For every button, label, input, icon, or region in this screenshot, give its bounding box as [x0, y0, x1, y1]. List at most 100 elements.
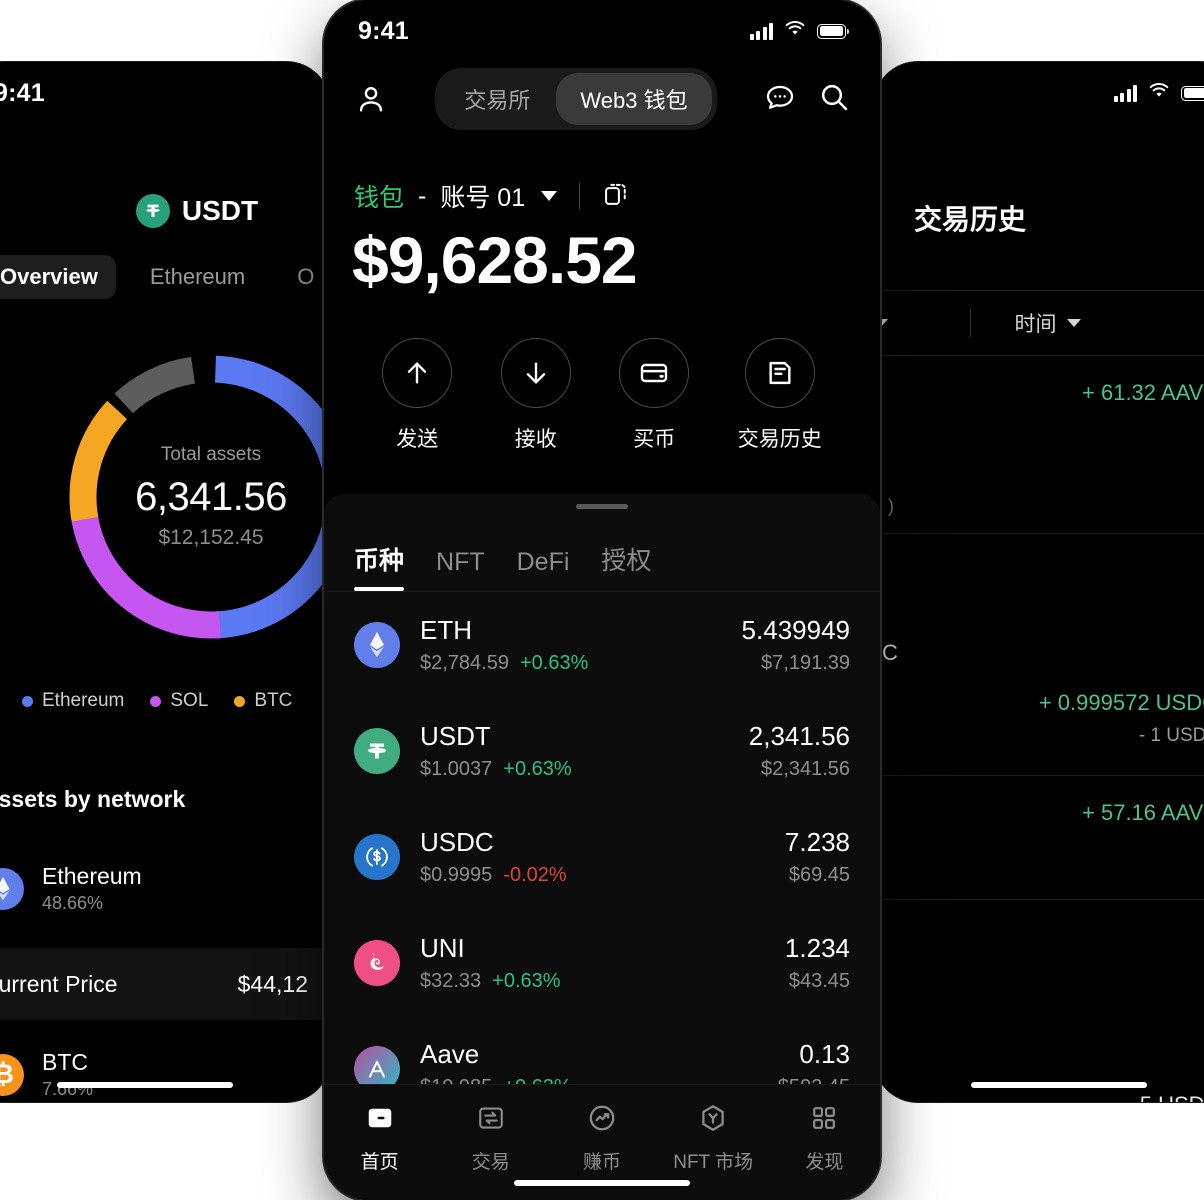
current-price-bar: Current Price $44,12: [0, 948, 330, 1020]
page-title: USDT: [42, 194, 330, 228]
sheet-drag-handle[interactable]: [576, 504, 628, 509]
arrow-up-icon: [382, 338, 453, 408]
tab-overview[interactable]: Overview: [0, 255, 116, 299]
tab-other[interactable]: O: [297, 264, 315, 289]
center-screen: 9:41 交易所 Web3 钱包: [324, 0, 880, 1200]
filter-type-dropdown[interactable]: [874, 319, 970, 327]
list-item[interactable]: ETH $2,784.59 +0.63% 5.439949 $7,191.39: [354, 592, 850, 698]
tab-defi[interactable]: DeFi: [516, 548, 570, 576]
action-label: 发送: [396, 428, 439, 451]
donut-total: 6,341.56: [135, 475, 287, 519]
legend-dot-icon: [22, 695, 33, 707]
list-item[interactable]: UNI $32.33 +0.63% 1.234 $43.45: [354, 910, 850, 1016]
home-indicator: [514, 1180, 690, 1186]
donut-center-labels: Total assets 6,341.56 $12,152.45: [86, 444, 330, 550]
token-list: ETH $2,784.59 +0.63% 5.439949 $7,191.39: [324, 592, 880, 1114]
usdc-icon: [354, 834, 400, 880]
quick-actions: 发送 接收: [324, 338, 880, 453]
action-buy[interactable]: 买币: [619, 338, 690, 453]
legend-item-ethereum: Ethereum: [22, 690, 124, 712]
tx-token-glyph: C: [882, 640, 898, 666]
filter-divider: [970, 309, 971, 337]
card-icon: [619, 338, 690, 408]
action-receive[interactable]: 接收: [500, 338, 571, 453]
legend-dot-icon: [150, 695, 162, 707]
token-name: ETH: [420, 615, 472, 645]
segment-exchange[interactable]: 交易所: [464, 88, 531, 113]
tab-home[interactable]: 首页: [332, 1099, 428, 1174]
table-row[interactable]: + 61.32 AAVE ): [874, 356, 1204, 534]
table-row[interactable]: - 5 USDT 0a: [874, 900, 1204, 1102]
tx-amount: + 57.16 AAVE: [1082, 800, 1204, 825]
right-status-bar: [874, 62, 1204, 124]
tab-earn[interactable]: 赚币: [554, 1099, 650, 1174]
network-row-btc[interactable]: ₿ BTC 7.66%: [0, 1028, 330, 1102]
status-icons: [1113, 82, 1204, 104]
chat-icon[interactable]: [764, 81, 796, 118]
tab-trade[interactable]: 交易: [443, 1099, 539, 1174]
account-divider: [579, 183, 581, 209]
account-dash: -: [418, 181, 427, 210]
token-change: +0.63%: [492, 970, 561, 992]
arrow-down-icon: [500, 338, 571, 408]
asset-donut-chart: Total assets 6,341.56 $12,152.45: [58, 344, 330, 650]
token-amount: 0.13: [799, 1039, 850, 1069]
token-price: $32.33: [420, 970, 482, 992]
header-actions: [764, 81, 850, 118]
status-time: 9:41: [0, 78, 45, 107]
search-icon[interactable]: [818, 81, 850, 118]
donut-subtotal: $12,152.45: [158, 526, 264, 549]
back-chevron-icon[interactable]: ‹: [0, 196, 20, 226]
token-change: -0.02%: [503, 864, 567, 886]
filter-time-dropdown[interactable]: 时间: [971, 308, 1204, 338]
account-selector[interactable]: 钱包 - 账号 01: [324, 178, 880, 214]
tx-amount: + 0.999572 USDC: [1038, 690, 1204, 715]
action-label: 交易历史: [737, 428, 822, 451]
action-send[interactable]: 发送: [382, 338, 453, 453]
asset-tab-strip: 币种 NFT DeFi 授权: [324, 528, 880, 592]
list-item[interactable]: USDC $0.9995 -0.02% 7.238 $69.45: [354, 804, 850, 910]
token-amount: 7.238: [784, 827, 850, 857]
legend-item-btc: BTC: [234, 690, 292, 712]
wifi-icon: [1148, 82, 1170, 104]
copy-icon[interactable]: [602, 180, 630, 213]
chevron-down-icon: [1066, 319, 1081, 327]
center-status-bar: 9:41: [324, 0, 880, 62]
tab-approvals[interactable]: 授权: [601, 547, 652, 575]
tab-label: NFT 市场: [673, 1152, 754, 1173]
tx-amount: - 5 USDT: [900, 1092, 1204, 1102]
uniswap-icon: [354, 940, 400, 986]
tab-ethereum[interactable]: Ethereum: [149, 264, 246, 289]
home-indicator: [971, 1082, 1147, 1088]
network-name: Ethereum: [42, 863, 142, 889]
table-row[interactable]: + 57.16 AAVE: [874, 776, 1204, 900]
usdt-icon: [135, 194, 170, 228]
filter-time-label: 时间: [1014, 313, 1057, 336]
token-change: +0.63%: [519, 652, 589, 674]
person-icon[interactable]: [354, 82, 388, 116]
transaction-list: + 61.32 AAVE ) C + 0.999572 USDC - 1 USD…: [874, 356, 1204, 1102]
page-title-text: USDT: [181, 195, 259, 226]
token-change: +0.63%: [503, 758, 572, 780]
tx-sub-amount: - 1 USDT: [1138, 725, 1204, 746]
swap-icon: [476, 1099, 506, 1137]
table-row[interactable]: C + 0.999572 USDC - 1 USDT: [874, 534, 1204, 776]
left-tab-strip: Overview Ethereum O: [0, 255, 330, 299]
segment-web3-wallet[interactable]: Web3 钱包: [556, 73, 712, 125]
tx-hash: ): [888, 496, 894, 516]
token-name: Aave: [420, 1039, 480, 1069]
list-item[interactable]: USDT $1.0037 +0.63% 2,341.56 $2,341.56: [354, 698, 850, 804]
tab-nft-market[interactable]: NFT 市场: [665, 1099, 761, 1174]
action-history[interactable]: 交易历史: [738, 338, 822, 453]
chevron-down-icon[interactable]: [541, 191, 558, 201]
tab-discover[interactable]: 发现: [776, 1099, 872, 1174]
legend-label: SOL: [170, 690, 209, 711]
token-amount: 2,341.56: [748, 721, 850, 751]
transaction-filter-bar: 时间: [874, 290, 1204, 356]
right-page-title: 交易历史: [914, 204, 1027, 235]
tab-tokens[interactable]: 币种: [354, 541, 405, 591]
network-row-ethereum[interactable]: Ethereum 48.66%: [0, 842, 330, 935]
tab-nft[interactable]: NFT: [436, 548, 485, 576]
right-phone-frame: 交易历史 时间 + 61.32 AAVE ) C + 0.999572 USDC…: [874, 62, 1204, 1102]
